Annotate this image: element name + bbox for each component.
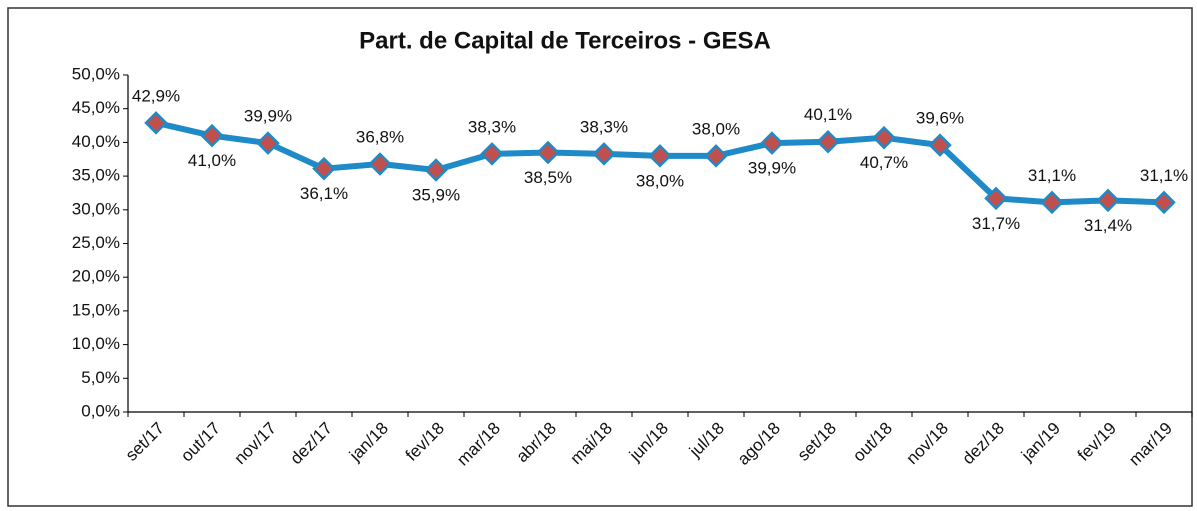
data-label: 38,3% (468, 117, 516, 136)
x-tick-label: set/17 (122, 419, 168, 465)
marker (368, 152, 392, 176)
y-tick-label: 25,0% (72, 233, 120, 252)
x-tick-label: dez/17 (286, 419, 336, 469)
data-label: 36,8% (356, 127, 404, 146)
data-label: 40,1% (804, 105, 852, 124)
data-label: 31,7% (972, 214, 1020, 233)
x-tick-label: fev/18 (402, 419, 448, 465)
marker (480, 142, 504, 166)
data-label: 35,9% (412, 186, 460, 205)
data-label: 31,1% (1028, 166, 1076, 185)
marker (144, 111, 168, 135)
marker (1040, 190, 1064, 215)
data-label: 38,0% (636, 171, 684, 190)
x-tick-label: jan/18 (345, 419, 392, 466)
data-label: 41,0% (188, 151, 236, 170)
y-tick-label: 30,0% (72, 199, 120, 218)
marker (984, 186, 1008, 211)
chart-border (7, 7, 1193, 507)
x-tick-label: nov/18 (902, 419, 952, 469)
y-tick-label: 50,0% (72, 64, 120, 83)
x-tick-label: dez/18 (958, 419, 1008, 469)
y-tick-label: 40,0% (72, 132, 120, 151)
marker (1096, 188, 1120, 213)
x-tick-label: out/17 (177, 419, 224, 466)
data-label: 39,9% (244, 107, 292, 126)
y-tick-label: 5,0% (81, 368, 120, 387)
x-tick-label: mar/19 (1125, 419, 1176, 470)
data-label: 39,6% (916, 109, 964, 128)
data-label: 40,7% (860, 153, 908, 172)
x-tick-label: nov/17 (230, 419, 280, 469)
marker (1152, 190, 1176, 215)
y-tick-label: 10,0% (72, 334, 120, 353)
x-tick-label: jul/18 (685, 419, 728, 462)
marker (928, 133, 952, 157)
data-label: 42,9% (132, 86, 180, 105)
marker (200, 123, 224, 148)
y-tick-label: 0,0% (81, 401, 120, 420)
x-tick-label: jan/19 (1017, 419, 1064, 466)
chart-title: Part. de Capital de Terceiros - GESA (359, 27, 771, 54)
marker (704, 144, 728, 168)
x-tick-label: mar/18 (453, 419, 504, 470)
data-label: 36,1% (300, 184, 348, 203)
y-tick-label: 20,0% (72, 267, 120, 286)
data-label: 38,5% (524, 168, 572, 187)
x-tick-label: fev/19 (1074, 419, 1120, 465)
marker (872, 125, 896, 150)
x-tick-label: set/18 (794, 419, 840, 465)
x-tick-label: jun/18 (625, 419, 672, 466)
marker (816, 129, 840, 154)
x-tick-label: abr/18 (512, 419, 560, 467)
marker (592, 142, 616, 166)
data-label: 31,1% (1140, 166, 1188, 185)
y-tick-label: 15,0% (72, 300, 120, 319)
data-label: 38,3% (580, 117, 628, 136)
marker (760, 131, 784, 155)
data-label: 31,4% (1084, 216, 1132, 235)
data-label: 39,9% (748, 159, 796, 178)
data-label: 38,0% (692, 119, 740, 138)
x-tick-label: out/18 (849, 419, 896, 466)
marker (424, 158, 448, 182)
x-tick-label: mai/18 (566, 419, 616, 469)
x-tick-label: ago/18 (734, 419, 784, 469)
marker (536, 140, 560, 165)
y-tick-label: 35,0% (72, 166, 120, 185)
marker (256, 131, 280, 155)
marker (312, 156, 336, 181)
marker (648, 144, 672, 168)
y-tick-label: 45,0% (72, 98, 120, 117)
